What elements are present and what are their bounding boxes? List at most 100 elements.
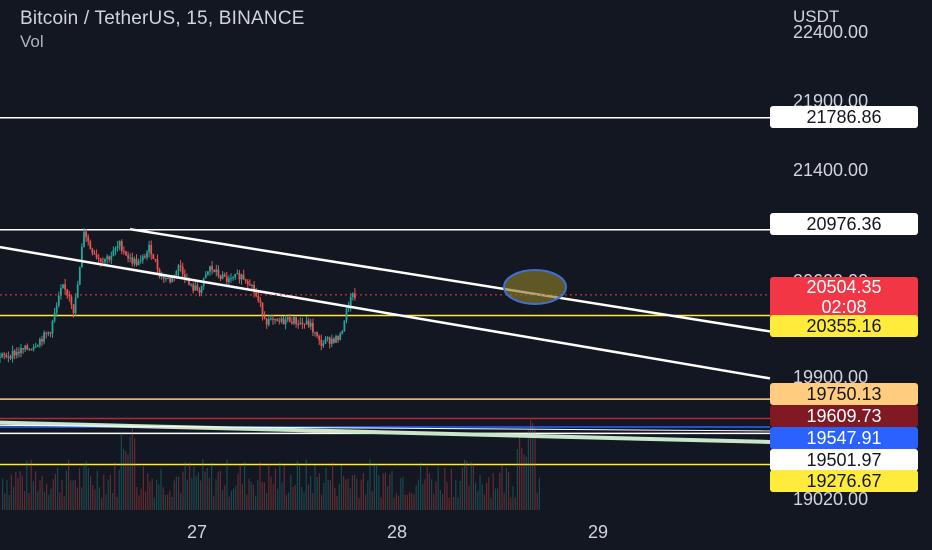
candle-body	[87, 237, 90, 242]
volume-bar	[244, 462, 246, 510]
volume-bar	[312, 493, 314, 510]
candle-body	[194, 285, 197, 291]
volume-bar	[402, 476, 404, 510]
candle-body	[249, 284, 251, 286]
candle-body	[53, 312, 56, 321]
volume-bar	[19, 471, 21, 510]
volume-bar	[448, 497, 450, 510]
candle-body	[78, 267, 81, 285]
candle-body	[34, 346, 37, 348]
volume-bar	[470, 461, 472, 510]
candle-body	[7, 356, 10, 358]
volume-bar	[61, 479, 63, 510]
volume-bar	[277, 488, 279, 510]
volume-bar	[83, 463, 85, 510]
candle-body	[74, 297, 77, 314]
price-label[interactable]: 20976.36	[770, 213, 918, 235]
candle-body	[217, 269, 220, 276]
volume-bar	[512, 486, 514, 510]
volume-bar	[228, 496, 230, 510]
volume-bar	[160, 469, 162, 510]
volume-bar	[398, 495, 400, 510]
candle-body	[320, 339, 323, 346]
volume-bar	[233, 488, 235, 510]
volume-bar	[217, 471, 219, 510]
volume-bar	[248, 478, 250, 510]
candle-body	[9, 356, 12, 359]
volume-bar	[457, 497, 459, 510]
volume-bar	[261, 481, 263, 510]
candle-body	[276, 319, 279, 321]
volume-bar	[505, 468, 507, 510]
volume-bar	[332, 462, 334, 510]
price-label[interactable]: 20355.16	[770, 315, 918, 337]
volume-bar	[6, 480, 8, 510]
volume-bar	[246, 494, 248, 510]
candle-body	[150, 244, 153, 255]
candle-body	[70, 296, 73, 305]
candle-body	[72, 304, 75, 314]
candle-body	[55, 305, 58, 313]
candle-body	[133, 258, 136, 264]
candle-body	[270, 318, 272, 320]
price-label[interactable]: 20504.35 02:08	[770, 277, 918, 321]
price-label[interactable]: 19547.91	[770, 427, 918, 449]
volume-bar	[112, 492, 114, 510]
volume-bar	[107, 479, 109, 510]
volume-bar	[114, 462, 116, 510]
volume-bar	[266, 492, 268, 510]
candle-body	[333, 338, 335, 343]
volume-bar	[305, 459, 307, 510]
volume-bar	[140, 488, 142, 510]
candle-body	[316, 332, 318, 336]
volume-bar	[46, 483, 48, 510]
volume-bar	[365, 494, 367, 510]
volume-bar	[149, 481, 151, 510]
candle-body	[15, 351, 18, 356]
volume-bar	[211, 462, 213, 510]
volume-bar	[296, 461, 298, 510]
price-label[interactable]: 21786.86	[770, 106, 918, 128]
candle-body	[127, 255, 129, 259]
volume-bar	[255, 495, 257, 510]
volume-bar	[257, 479, 259, 510]
volume-bar	[21, 475, 23, 510]
volume-bar	[538, 477, 540, 510]
volume-bar	[327, 480, 329, 510]
volume-bar	[316, 476, 318, 510]
volume-bar	[499, 472, 501, 510]
volume-bar	[65, 470, 67, 510]
volume-bar	[343, 476, 345, 510]
candle-body	[232, 277, 234, 279]
volume-bar	[158, 484, 160, 510]
price-label[interactable]: 19501.97	[770, 449, 918, 471]
volume-bar	[413, 493, 415, 510]
chart-title[interactable]: Bitcoin / TetherUS, 15, BINANCE	[20, 8, 305, 29]
candle-body	[41, 339, 43, 342]
candle-body	[20, 348, 22, 354]
price-label[interactable]: 19609.73	[770, 405, 918, 427]
volume-bar	[406, 494, 408, 510]
candle-body	[137, 261, 140, 265]
volume-bar	[101, 497, 103, 510]
volume-bar	[426, 466, 428, 510]
volume-bar	[323, 482, 325, 510]
volume-bar	[294, 485, 296, 510]
volume-bar	[299, 466, 301, 510]
price-label[interactable]: 19276.67	[770, 470, 918, 492]
volume-indicator-label[interactable]: Vol	[20, 32, 44, 51]
candle-body	[301, 322, 304, 324]
volume-bar	[360, 479, 362, 510]
candle-body	[22, 348, 24, 350]
bar-countdown: 02:08	[821, 297, 867, 317]
volume-bar	[411, 493, 413, 510]
volume-bar	[345, 479, 347, 510]
volume-bar	[354, 474, 356, 510]
price-label[interactable]: 19750.13	[770, 383, 918, 405]
volume-bar	[393, 497, 395, 510]
volume-bar	[24, 490, 26, 510]
candle-body	[211, 266, 213, 270]
candle-body	[240, 274, 243, 280]
